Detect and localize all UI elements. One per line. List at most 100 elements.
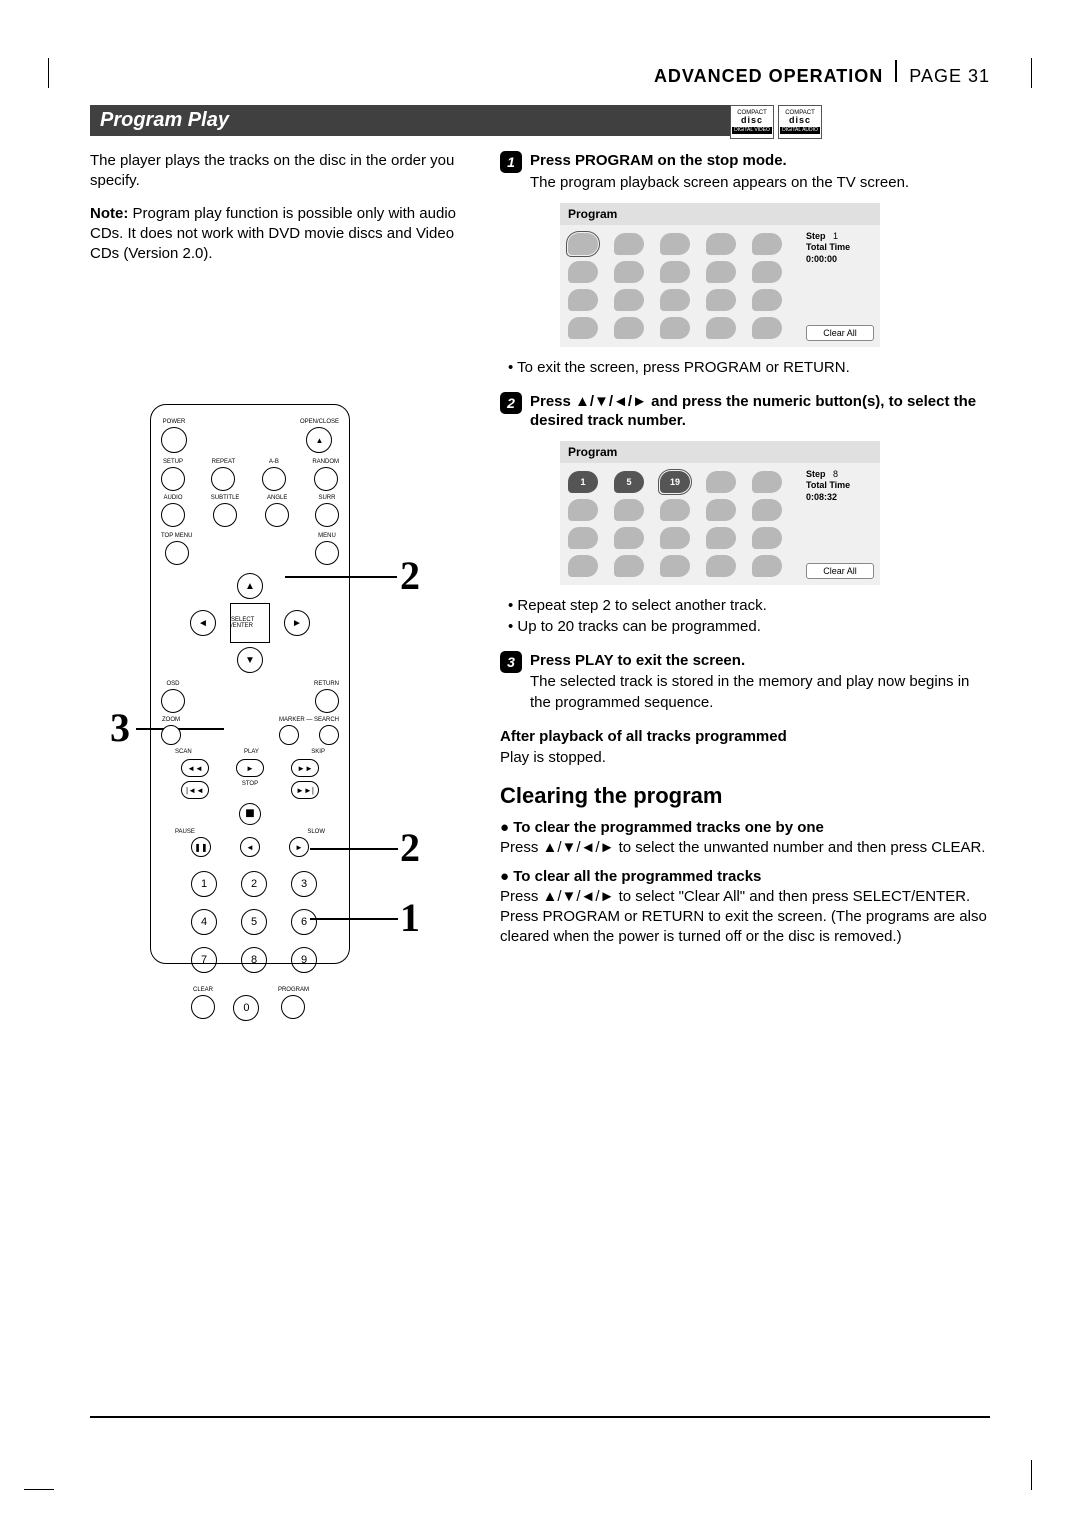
disc-logos: COMPACT disc DIGITAL VIDEO COMPACT disc … — [730, 105, 822, 139]
pause-button: ❚❚ — [191, 837, 211, 857]
program-slot — [568, 261, 598, 283]
program-slot — [614, 527, 644, 549]
step-2-bullet-1: • Repeat step 2 to select another track. — [508, 595, 990, 616]
program-slot — [614, 499, 644, 521]
open-close-button: ▲ — [306, 427, 332, 453]
step-1: 1 Press PROGRAM on the stop mode. The pr… — [500, 151, 990, 378]
clearing-1-title: To clear the programmed tracks one by on… — [500, 819, 990, 836]
step-3-title: Press PLAY to exit the screen. — [530, 651, 990, 671]
step-1-bullet: • To exit the screen, press PROGRAM or R… — [508, 357, 990, 378]
clearing-1-body: Press ▲/▼/◄/► to select the unwanted num… — [500, 838, 990, 858]
zoom-button — [161, 725, 181, 745]
step-2: 2 Press ▲/▼/◄/► and press the numeric bu… — [500, 392, 990, 637]
random-button — [314, 467, 338, 491]
program-slot — [706, 233, 736, 255]
program-slot — [706, 317, 736, 339]
program-slot: 19 — [660, 471, 690, 493]
remote-diagram: 2 3 2 1 POWER OPEN/CLOSE▲ SETUP REPEAT — [150, 404, 470, 964]
crop-mark — [24, 1489, 54, 1490]
num-3: 3 — [291, 871, 317, 897]
program-slot: 5 — [614, 471, 644, 493]
topmenu-button — [165, 541, 189, 565]
program-slot — [752, 555, 782, 577]
step-num-3: 3 — [500, 651, 522, 673]
stop-button: ■ — [239, 803, 261, 825]
subtitle-button — [213, 503, 237, 527]
callout-3: 3 — [110, 704, 130, 751]
slow-fwd-button: ► — [289, 837, 309, 857]
program-slot — [706, 471, 736, 493]
after-playback-body: Play is stopped. — [500, 748, 990, 768]
program-slot — [706, 555, 736, 577]
program-slot — [660, 317, 690, 339]
disc-logo-video: COMPACT disc DIGITAL VIDEO — [730, 105, 774, 139]
program-slot — [752, 499, 782, 521]
num-1: 1 — [191, 871, 217, 897]
step-1-title: Press PROGRAM on the stop mode. — [530, 151, 909, 171]
program-slot — [706, 499, 736, 521]
nav-cluster: ▲ ▼ ◄ ► SELECT /ENTER — [190, 573, 310, 673]
program-slot — [568, 527, 598, 549]
num-7: 7 — [191, 947, 217, 973]
header-page: PAGE 31 — [909, 66, 990, 87]
scan-back-button: ◄◄ — [181, 759, 209, 777]
nav-left-button: ◄ — [190, 610, 216, 636]
num-5: 5 — [241, 909, 267, 935]
clearing-2-body: Press ▲/▼/◄/► to select "Clear All" and … — [500, 887, 990, 948]
program-slot — [660, 289, 690, 311]
return-button — [315, 689, 339, 713]
program-slot — [568, 317, 598, 339]
program-slot — [568, 555, 598, 577]
program-slot — [752, 233, 782, 255]
program-slot — [614, 289, 644, 311]
program-slot — [614, 317, 644, 339]
program-slot: 1 — [568, 471, 598, 493]
surr-button — [315, 503, 339, 527]
step-2-bullet-2: • Up to 20 tracks can be programmed. — [508, 616, 990, 637]
play-button: ► — [236, 759, 264, 777]
program-slot — [568, 499, 598, 521]
osd-button — [161, 689, 185, 713]
scan-back2-button: |◄◄ — [181, 781, 209, 799]
num-4: 4 — [191, 909, 217, 935]
clearing-2-title: To clear all the programmed tracks — [500, 868, 990, 885]
note-label: Note: — [90, 205, 128, 222]
angle-button — [265, 503, 289, 527]
program-slot — [752, 471, 782, 493]
ab-button — [262, 467, 286, 491]
clear-button — [191, 995, 215, 1019]
step-3: 3 Press PLAY to exit the screen. The sel… — [500, 651, 990, 713]
select-enter-button: SELECT /ENTER — [230, 603, 270, 643]
program-slot — [752, 527, 782, 549]
num-0: 0 — [233, 995, 259, 1021]
program-slot — [706, 289, 736, 311]
nav-up-button: ▲ — [237, 573, 263, 599]
step-3-body: The selected track is stored in the memo… — [530, 672, 990, 713]
program-slot — [660, 499, 690, 521]
search-button — [319, 725, 339, 745]
callout-1: 1 — [400, 894, 420, 941]
clearing-item-1: To clear the programmed tracks one by on… — [500, 819, 990, 858]
header-divider — [895, 60, 897, 82]
num-9: 9 — [291, 947, 317, 973]
program-slot — [614, 555, 644, 577]
marker-button — [279, 725, 299, 745]
clear-all-2: Clear All — [806, 563, 874, 579]
program-slot — [568, 289, 598, 311]
crop-mark — [1031, 1460, 1032, 1490]
section-title-bar: Program Play — [90, 105, 730, 136]
skip-fwd-button: ►► — [291, 759, 319, 777]
program-slot — [752, 289, 782, 311]
program-slot — [706, 261, 736, 283]
note-text: Note: Program play function is possible … — [90, 204, 470, 265]
after-playback-block: After playback of all tracks programmed … — [500, 727, 990, 769]
step-num-2: 2 — [500, 392, 522, 414]
step-num-1: 1 — [500, 151, 522, 173]
power-button — [161, 427, 187, 453]
after-playback-heading: After playback of all tracks programmed — [500, 727, 990, 747]
program-slot — [752, 261, 782, 283]
menu-button — [315, 541, 339, 565]
num-8: 8 — [241, 947, 267, 973]
header-section: ADVANCED OPERATION — [654, 66, 883, 87]
disc-logo-audio: COMPACT disc DIGITAL AUDIO — [778, 105, 822, 139]
